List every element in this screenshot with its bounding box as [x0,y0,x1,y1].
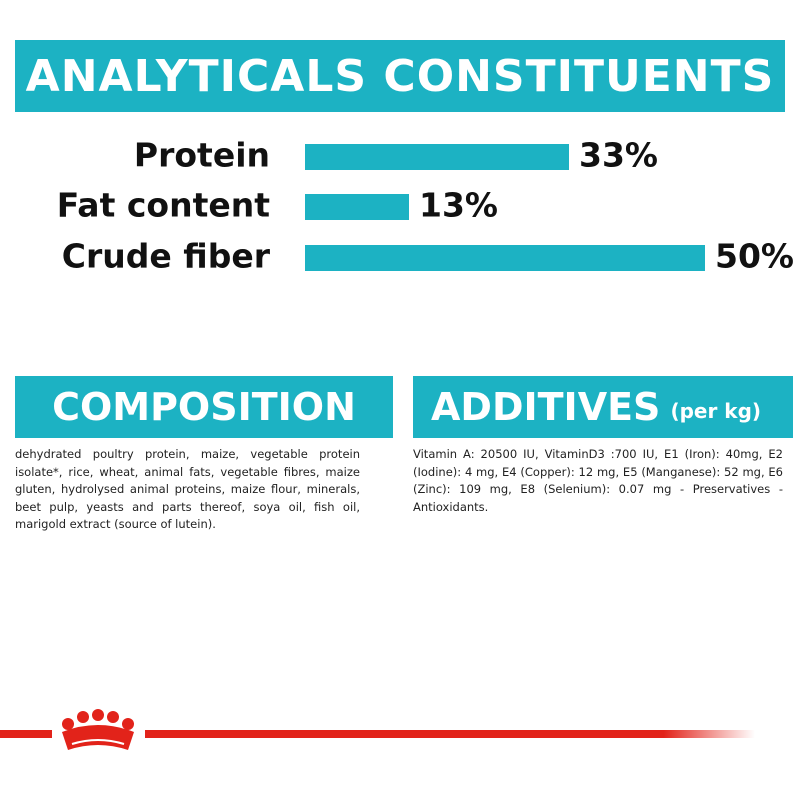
category-label: Fat content [57,186,271,225]
value-label: 33% [579,136,658,175]
category-label: Crude fiber [62,237,271,276]
bar [305,194,409,220]
title-banner: ANALYTICALS CONSTITUENTS [15,40,785,112]
category-label: Protein [134,136,270,175]
bar [305,144,569,170]
additives-unit: (per kg) [670,399,762,423]
red-line [145,730,755,738]
chart: Protein 33% Fat content 13% Crude fiber 50% [57,136,794,276]
value-label: 13% [419,186,498,225]
bar [305,245,705,271]
brand-footer [0,709,755,750]
additives-title: ADDITIVES [431,385,661,429]
crown-logo [62,709,134,750]
red-line [0,730,52,738]
additives-text: Vitamin A: 20500 IU, VitaminD3 :700 IU, … [413,447,783,514]
additives-banner: ADDITIVES (per kg) [413,376,793,438]
chart-title: ANALYTICALS CONSTITUENTS [25,50,775,102]
value-label: 50% [715,237,794,276]
composition-title: COMPOSITION [52,385,356,429]
composition-banner: COMPOSITION [15,376,393,438]
composition-text: dehydrated poultry protein, maize, veget… [15,447,360,531]
